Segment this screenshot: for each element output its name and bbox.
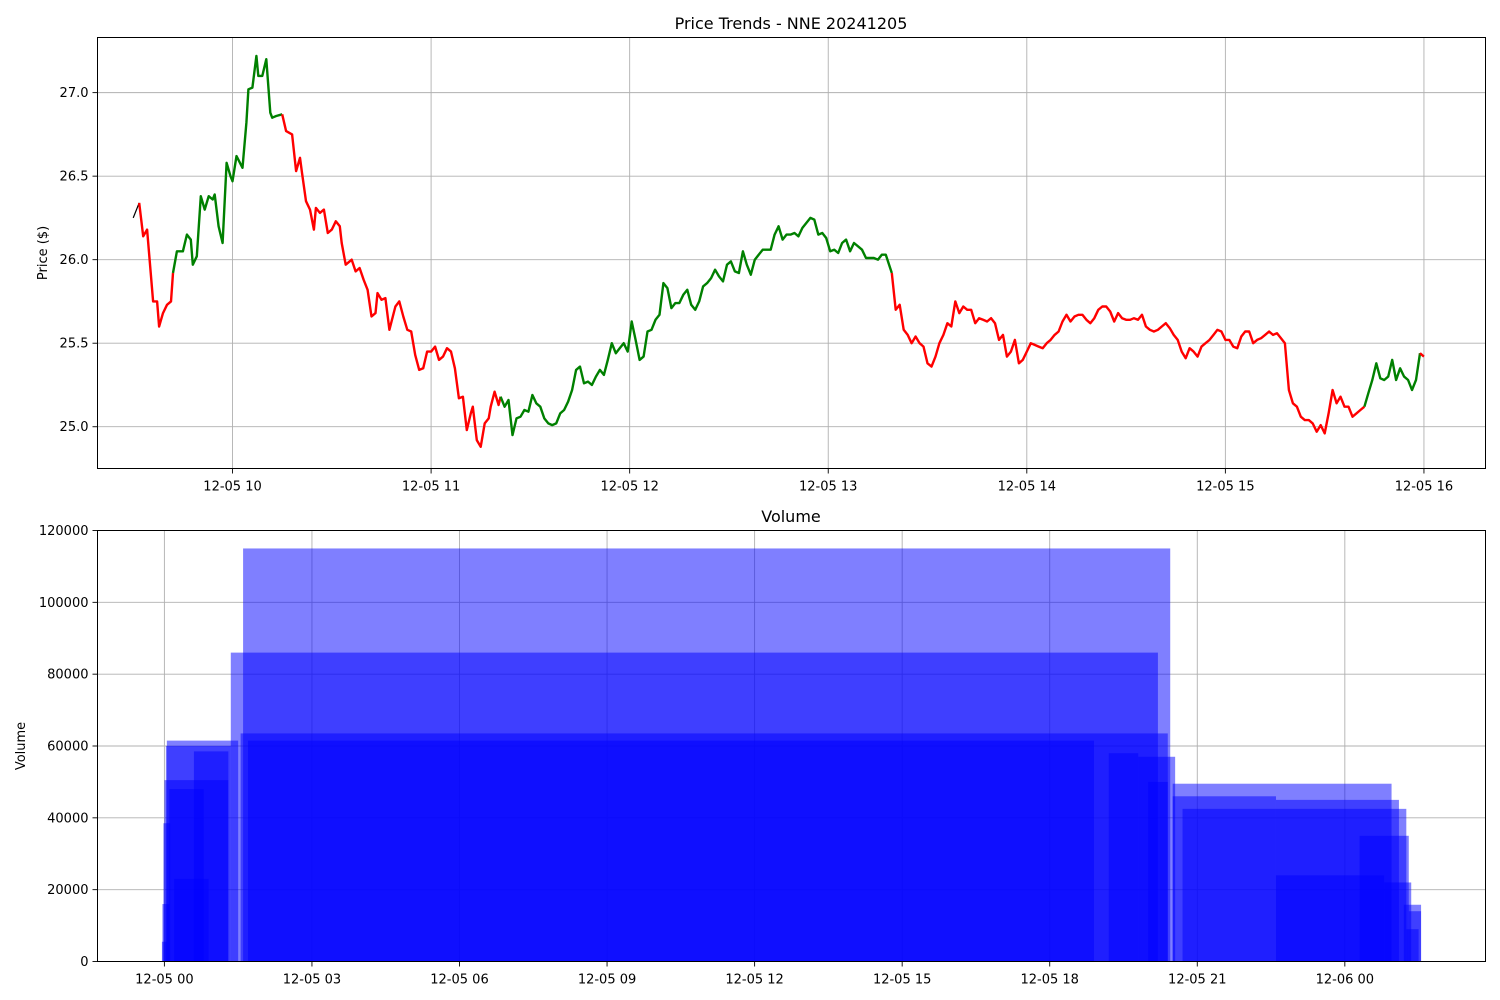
price-grid [97, 37, 1486, 469]
volume-x-tick-label: 12-05 21 [1168, 973, 1226, 988]
price-x-tick-label: 12-05 12 [600, 480, 658, 495]
volume-y-tick-label: 120000 [39, 524, 89, 539]
price-y-tick-label: 26.5 [60, 170, 89, 185]
price-line-segment-start [132, 202, 140, 219]
price-y-tick-label: 25.5 [60, 337, 89, 352]
volume-x-tick-label: 12-05 09 [578, 973, 636, 988]
volume-chart: Volume Volume 12-05 00 12-05 03 12-05 06 12… [14, 507, 1486, 988]
volume-bar [1108, 753, 1139, 962]
volume-x-tick-label: 12-05 03 [283, 973, 341, 988]
price-lines [132, 54, 1425, 448]
volume-y-tick-label: 80000 [47, 668, 88, 683]
price-y-axis-label: Price ($) [36, 226, 51, 280]
price-x-tick-label: 12-05 13 [799, 480, 857, 495]
price-line-segment-down [138, 202, 175, 328]
price-x-tick-label: 12-05 15 [1196, 480, 1254, 495]
price-y-tick-label: 27.0 [60, 86, 89, 101]
price-line-segment-down [1419, 352, 1425, 358]
volume-x-tick-label: 12-05 12 [725, 973, 783, 988]
price-x-tick-label: 12-05 16 [1395, 480, 1453, 495]
price-chart: Price Trends - NNE 20241205 Price ($) 12… [36, 14, 1486, 495]
volume-bar [1406, 929, 1419, 962]
price-x-ticks: 12-05 10 12-05 11 12-05 12 12-05 13 12-05 14… [203, 468, 1453, 495]
volume-y-ticks: 0 20000 40000 60000 80000 100000 120000 [39, 524, 98, 970]
price-line-segment-up [1363, 353, 1422, 408]
price-y-tick-label: 26.0 [60, 253, 89, 268]
volume-bar [174, 878, 209, 962]
volume-bar [248, 740, 1094, 962]
volume-x-tick-label: 12-06 00 [1316, 973, 1374, 988]
volume-bars [161, 548, 1422, 962]
volume-y-tick-label: 40000 [47, 811, 88, 826]
volume-bar [1148, 781, 1168, 962]
price-x-tick-label: 12-05 10 [203, 480, 261, 495]
volume-y-axis-label: Volume [14, 722, 29, 770]
price-plot-frame [97, 37, 1486, 469]
volume-x-ticks: 12-05 00 12-05 03 12-05 06 12-05 09 12-05 12… [135, 961, 1374, 988]
volume-bar [1275, 875, 1385, 962]
price-line-segment-down [890, 272, 1366, 435]
price-x-tick-label: 12-05 14 [998, 480, 1056, 495]
volume-x-tick-label: 12-05 06 [430, 973, 488, 988]
price-chart-title: Price Trends - NNE 20241205 [675, 14, 908, 33]
volume-x-tick-label: 12-05 00 [135, 973, 193, 988]
volume-x-tick-label: 12-05 18 [1020, 973, 1078, 988]
volume-y-tick-label: 100000 [39, 596, 89, 611]
price-y-ticks: 25.0 25.5 26.0 26.5 27.0 [60, 86, 98, 435]
volume-y-tick-label: 60000 [47, 740, 88, 755]
price-y-tick-label: 25.0 [60, 420, 89, 435]
price-x-tick-label: 12-05 11 [402, 480, 460, 495]
volume-y-tick-label: 20000 [47, 883, 88, 898]
price-line-segment-down [281, 114, 502, 448]
volume-y-tick-label: 0 [80, 955, 88, 970]
volume-plot-frame [97, 530, 1486, 962]
price-line-segment-up [171, 54, 283, 274]
volume-x-tick-label: 12-05 15 [873, 973, 931, 988]
volume-chart-title: Volume [761, 507, 821, 526]
price-line-segment-up [499, 216, 893, 437]
